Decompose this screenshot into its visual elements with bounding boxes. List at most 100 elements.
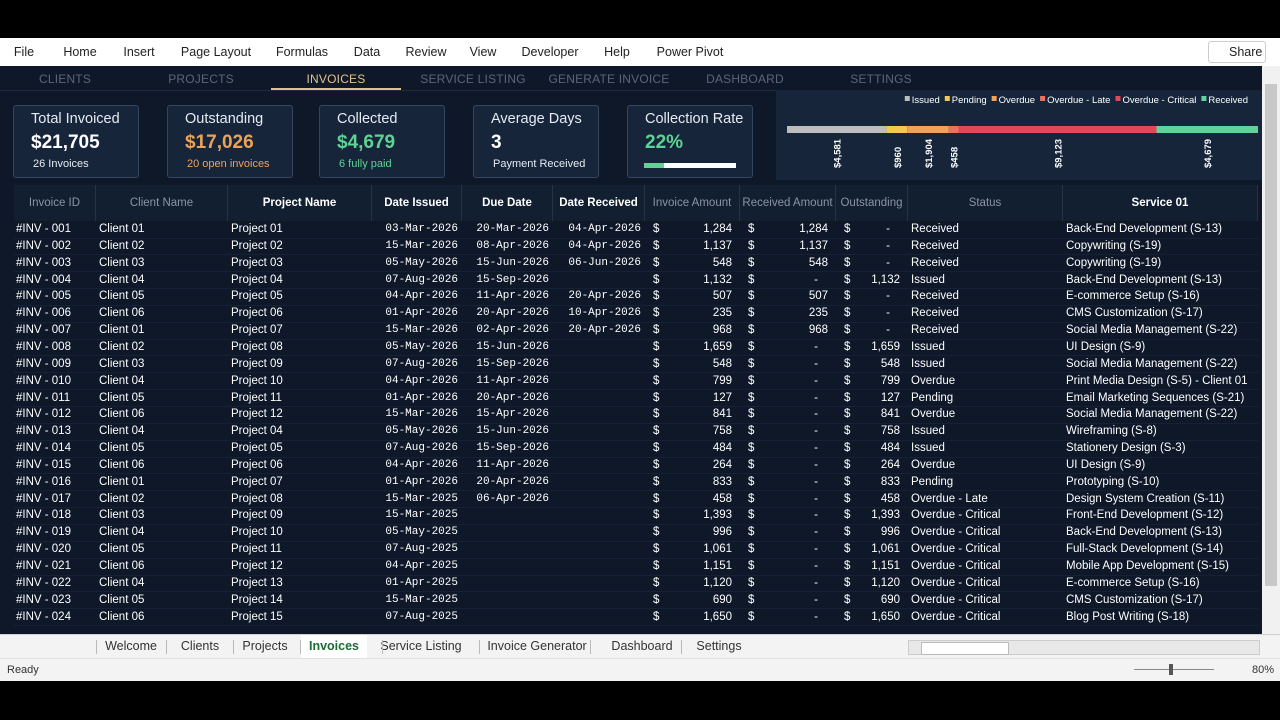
currency-symbol: $	[653, 442, 660, 455]
sheet-tab[interactable]: Dashboard	[611, 639, 673, 653]
date-cell: 15-Jun-2026	[476, 340, 549, 353]
nav-tab[interactable]: DASHBOARD	[706, 72, 784, 86]
ribbon-tab[interactable]: Review	[405, 45, 447, 59]
vertical-scrollbar[interactable]	[1262, 66, 1280, 634]
date-cell: 06-Jun-2026	[568, 256, 641, 269]
date-cell: 15-Mar-2026	[385, 408, 458, 421]
ribbon-tab[interactable]: Formulas	[275, 45, 329, 59]
amount-cell: 458	[880, 492, 900, 505]
ribbon-tab[interactable]: Insert	[123, 45, 155, 59]
tab-separator	[590, 640, 591, 654]
currency-symbol: $	[748, 509, 755, 522]
date-cell: 11-Apr-2026	[476, 374, 549, 387]
row-line	[14, 540, 1258, 542]
amount-cell: 1,284	[799, 223, 828, 235]
sheet-tab[interactable]: Clients	[180, 639, 220, 653]
currency-symbol: $	[844, 509, 851, 522]
nav-tab[interactable]: SETTINGS	[850, 72, 912, 86]
text-cell: Overdue - Critical	[911, 576, 1001, 589]
ribbon-tab[interactable]: Data	[353, 45, 381, 59]
amount-cell: 841	[880, 408, 900, 421]
ribbon-tab[interactable]: Power Pivot	[656, 45, 724, 59]
text-cell: UI Design (S-9)	[1066, 340, 1146, 353]
legend-label: Issued	[912, 95, 940, 106]
text-cell: Issued	[911, 357, 945, 370]
amount-cell: 1,120	[871, 576, 900, 589]
nav-bar	[0, 66, 1262, 91]
ribbon-tab[interactable]: Page Layout	[180, 45, 252, 59]
text-cell: Project 12	[231, 560, 283, 572]
amount-cell: -	[886, 256, 890, 269]
amount-cell: -	[814, 458, 818, 471]
currency-symbol: $	[844, 374, 851, 387]
text-cell: #INV - 020	[16, 543, 71, 556]
sheet-tab[interactable]: Welcome	[105, 639, 157, 653]
ribbon-tab[interactable]: Developer	[521, 45, 579, 59]
text-cell: Issued	[911, 442, 945, 455]
scroll-thumb[interactable]	[921, 642, 1009, 655]
date-cell: 15-Apr-2026	[476, 408, 549, 421]
currency-symbol: $	[844, 290, 851, 303]
status-text: Ready	[7, 664, 39, 676]
text-cell: #INV - 006	[16, 307, 71, 320]
currency-symbol: $	[748, 273, 755, 286]
column-header: Status	[908, 185, 1063, 221]
sheet-tab[interactable]: Invoice Generator	[487, 639, 587, 653]
ribbon: Share File Home Insert Page Layout Formulas D…	[0, 38, 1280, 66]
kpi-title: Average Days	[491, 111, 582, 127]
nav-tab[interactable]: SERVICE LISTING	[420, 72, 526, 86]
ribbon-tab[interactable]: File	[13, 45, 35, 59]
currency-symbol: $	[653, 560, 660, 572]
kpi-card: Total Invoiced $21,705 26 Invoices	[13, 105, 139, 178]
amount-cell: 264	[712, 458, 732, 471]
currency-symbol: $	[844, 576, 851, 589]
row-line	[14, 507, 1258, 509]
amount-cell: 799	[880, 374, 900, 387]
amount-cell: 1,659	[703, 340, 732, 353]
zoom-thumb[interactable]	[1169, 664, 1173, 675]
currency-symbol: $	[844, 324, 851, 337]
text-cell: #INV - 002	[16, 239, 71, 252]
segment-label: $9,123	[1053, 139, 1064, 168]
text-cell: UI Design (S-9)	[1066, 458, 1146, 471]
chart-svg: $4,581 $960 $1,904 $458 $9,123 $4,679 Received…	[787, 95, 1258, 168]
nav-tab[interactable]: PROJECTS	[168, 72, 234, 86]
text-cell: Stationery Design (S-3)	[1066, 442, 1186, 455]
row-line	[14, 608, 1258, 610]
row-line	[14, 523, 1258, 525]
text-cell: Pending	[911, 391, 954, 404]
text-cell: Overdue - Critical	[911, 509, 1001, 522]
bar-segment	[787, 126, 887, 133]
share-button[interactable]: Share	[1208, 41, 1266, 63]
text-cell: E-commerce Setup (S-16)	[1066, 290, 1200, 303]
text-cell: Project 01	[231, 223, 283, 235]
row-line	[14, 304, 1258, 306]
currency-symbol: $	[653, 391, 660, 404]
row-line	[14, 439, 1258, 441]
row-line	[14, 288, 1258, 290]
text-cell: #INV - 023	[16, 593, 71, 606]
nav-tab[interactable]: CLIENTS	[38, 72, 92, 86]
amount-cell: -	[814, 543, 818, 556]
ribbon-tab[interactable]: Help	[604, 45, 630, 59]
text-cell: #INV - 005	[16, 290, 71, 303]
amount-cell: 833	[712, 475, 732, 488]
ribbon-tab[interactable]: View	[469, 45, 497, 59]
sheet-tab[interactable]: Invoices	[300, 635, 368, 660]
sheet-tab[interactable]: Projects	[242, 639, 288, 653]
nav-tab[interactable]: GENERATE INVOICE	[548, 72, 670, 86]
scroll-thumb[interactable]	[1265, 84, 1277, 586]
date-cell: 08-Apr-2026	[476, 239, 549, 252]
date-cell: 01-Apr-2026	[385, 391, 458, 404]
amount-cell: 1,151	[871, 560, 900, 572]
nav-tab[interactable]: INVOICES	[306, 72, 366, 86]
horizontal-scrollbar[interactable]	[908, 640, 1260, 655]
zoom-slider[interactable]	[1134, 669, 1214, 670]
currency-symbol: $	[844, 273, 851, 286]
sheet-tab[interactable]: Service Listing	[380, 639, 462, 653]
amount-cell: 1,137	[799, 239, 828, 252]
text-cell: Project 07	[231, 475, 283, 488]
ribbon-tab[interactable]: Home	[63, 45, 97, 59]
text-cell: Back-End Development (S-13)	[1066, 273, 1222, 286]
sheet-tab[interactable]: Settings	[696, 639, 742, 653]
